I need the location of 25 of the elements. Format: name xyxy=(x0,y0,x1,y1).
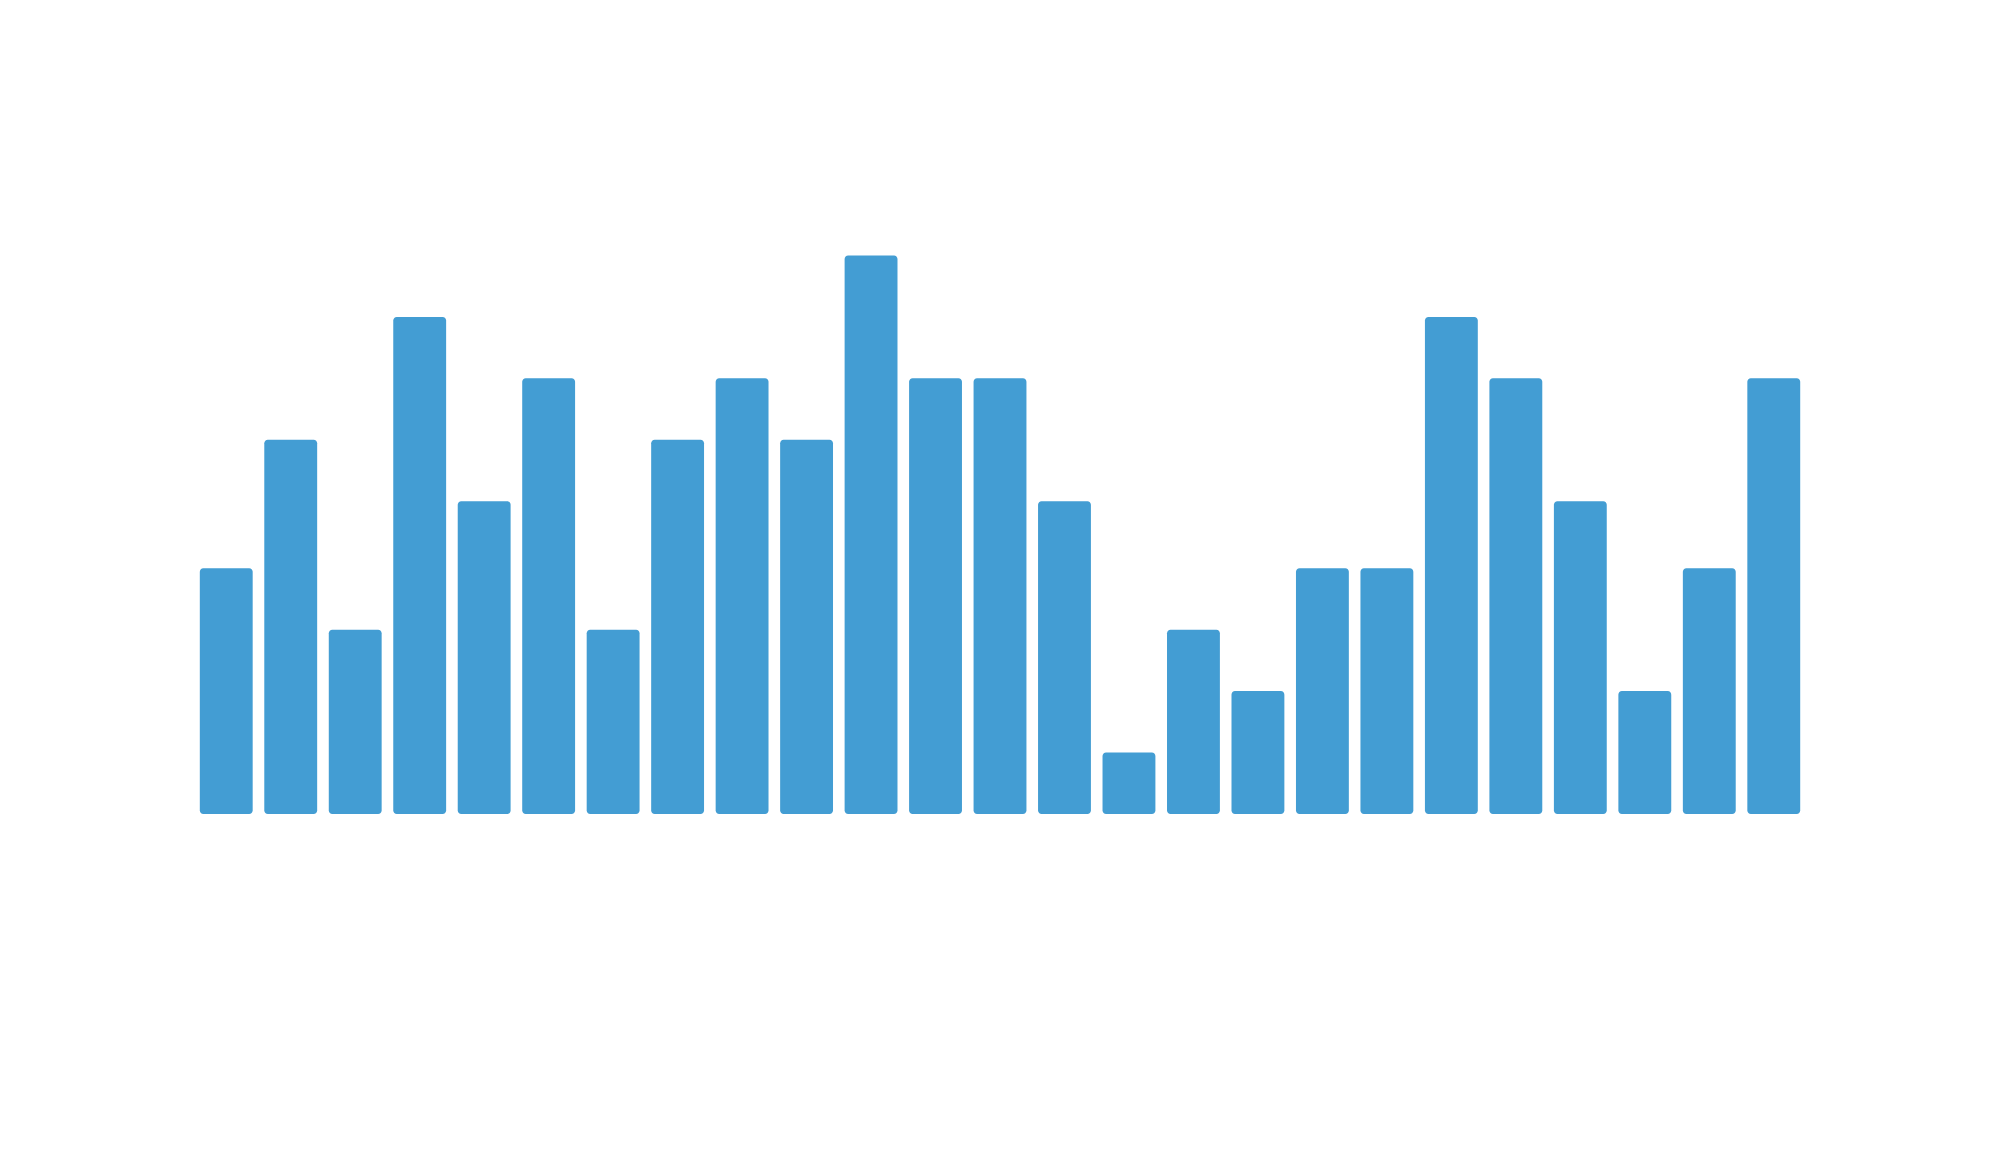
bar xyxy=(973,378,1027,814)
bar xyxy=(1231,691,1285,814)
bar xyxy=(1424,316,1478,814)
bar xyxy=(715,378,769,814)
bar xyxy=(393,316,447,814)
bar xyxy=(780,439,834,814)
bar xyxy=(1682,568,1736,814)
bar xyxy=(199,568,253,814)
bar xyxy=(1295,568,1349,814)
bar xyxy=(844,255,898,814)
bar xyxy=(1747,378,1801,814)
bar xyxy=(522,378,576,814)
bar xyxy=(264,439,318,814)
bar xyxy=(909,378,962,814)
bar xyxy=(1618,691,1672,814)
bar xyxy=(1102,752,1156,814)
bar xyxy=(1167,629,1220,814)
bar xyxy=(328,629,382,814)
bar xyxy=(1038,501,1091,814)
bar xyxy=(457,501,511,814)
bar xyxy=(1360,568,1414,814)
bar xyxy=(586,629,640,814)
bar xyxy=(1489,378,1543,814)
bar xyxy=(1553,501,1607,814)
bar xyxy=(651,439,705,814)
